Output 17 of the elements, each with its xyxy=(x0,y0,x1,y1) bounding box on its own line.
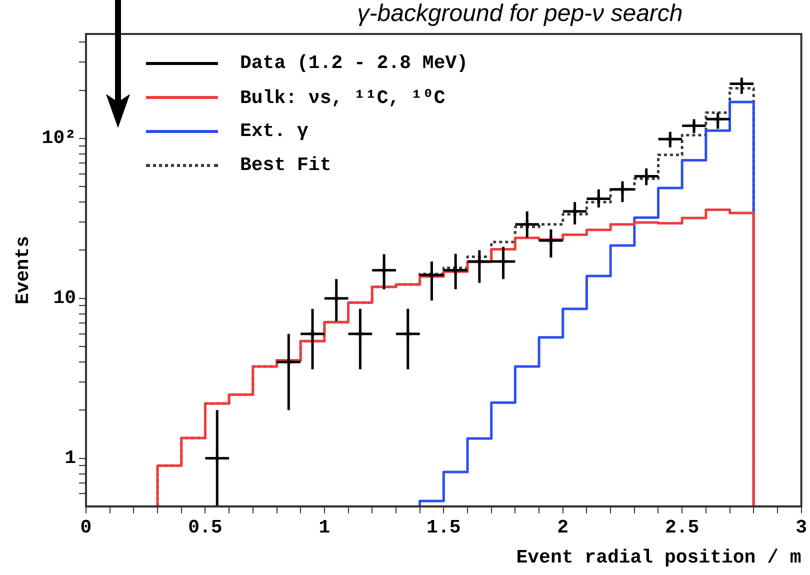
x-axis-title: Event radial position / m xyxy=(516,546,802,568)
x-tick-label: 3 xyxy=(796,516,807,539)
x-tick-label: 2.5 xyxy=(664,516,700,539)
chart-title: γ-background for pep-ν search xyxy=(356,0,684,28)
x-tick-label: 0 xyxy=(80,516,92,539)
legend-label: Ext. γ xyxy=(240,120,308,142)
y-tick-label: 10² xyxy=(42,127,76,150)
y-axis-title: Events xyxy=(12,236,34,304)
y-tick-label: 1 xyxy=(64,447,76,470)
legend-label: Bulk: νs, ¹¹C, ¹⁰C xyxy=(240,86,446,108)
x-tick-label: 2 xyxy=(557,516,569,539)
y-tick-label: 10 xyxy=(53,287,76,310)
legend-label: Best Fit xyxy=(240,154,332,176)
x-tick-label: 0.5 xyxy=(188,516,222,539)
x-tick-label: 1.5 xyxy=(426,516,461,539)
x-tick-label: 1 xyxy=(318,516,330,539)
legend-label: Data (1.2 - 2.8 MeV) xyxy=(240,52,468,74)
